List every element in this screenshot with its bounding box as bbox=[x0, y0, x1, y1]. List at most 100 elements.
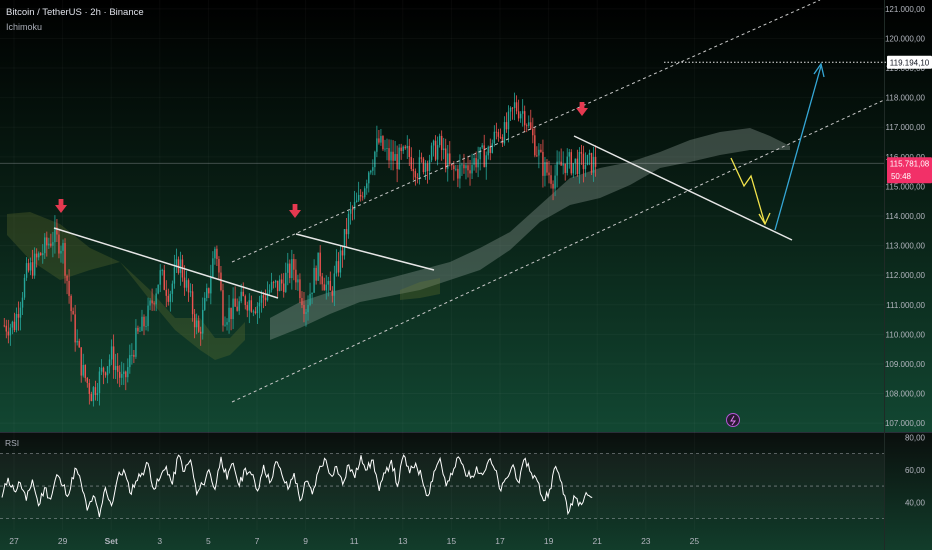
candle-body[interactable] bbox=[252, 311, 255, 313]
candle-body[interactable] bbox=[396, 154, 398, 170]
candle-body[interactable] bbox=[451, 163, 453, 166]
candle-body[interactable] bbox=[564, 163, 566, 173]
candle-body[interactable] bbox=[135, 327, 137, 357]
candle-body[interactable] bbox=[276, 280, 279, 291]
candle-body[interactable] bbox=[157, 284, 159, 294]
candle-body[interactable] bbox=[301, 298, 303, 305]
candle-body[interactable] bbox=[544, 162, 546, 176]
candle-body[interactable] bbox=[394, 154, 396, 161]
candle-body[interactable] bbox=[230, 307, 232, 320]
candle-body[interactable] bbox=[479, 147, 481, 160]
candle-body[interactable] bbox=[256, 306, 259, 314]
candle-body[interactable] bbox=[37, 253, 40, 258]
candle-body[interactable] bbox=[445, 148, 447, 169]
candle-body[interactable] bbox=[406, 145, 408, 149]
candle-body[interactable] bbox=[574, 158, 577, 164]
candle-body[interactable] bbox=[556, 161, 558, 176]
candle-body[interactable] bbox=[586, 155, 589, 166]
candle-body[interactable] bbox=[272, 282, 275, 283]
candle-body[interactable] bbox=[31, 262, 34, 276]
candle-body[interactable] bbox=[204, 298, 206, 310]
candle-body[interactable] bbox=[50, 243, 52, 246]
candle-body[interactable] bbox=[76, 340, 78, 343]
candle-body[interactable] bbox=[293, 259, 295, 270]
candle-body[interactable] bbox=[127, 367, 129, 378]
candle-body[interactable] bbox=[155, 293, 157, 305]
candle-body[interactable] bbox=[287, 263, 289, 273]
candle-body[interactable] bbox=[268, 289, 271, 293]
candle-body[interactable] bbox=[137, 327, 139, 332]
candle-body[interactable] bbox=[254, 311, 257, 314]
candle-body[interactable] bbox=[42, 253, 44, 256]
candle-body[interactable] bbox=[408, 145, 410, 158]
candle-body[interactable] bbox=[27, 263, 30, 271]
candle-body[interactable] bbox=[305, 312, 307, 314]
candle-body[interactable] bbox=[584, 165, 587, 170]
candle-body[interactable] bbox=[246, 305, 248, 311]
sell-arrow-3[interactable] bbox=[576, 102, 588, 116]
candle-body[interactable] bbox=[532, 128, 534, 136]
candle-body[interactable] bbox=[426, 163, 429, 172]
candle-body[interactable] bbox=[477, 159, 479, 168]
candle-body[interactable] bbox=[100, 367, 103, 372]
candle-body[interactable] bbox=[317, 252, 319, 281]
candle-body[interactable] bbox=[434, 140, 437, 160]
candle-body[interactable] bbox=[173, 267, 176, 284]
candle-body[interactable] bbox=[410, 157, 413, 169]
candle-body[interactable] bbox=[315, 267, 317, 281]
candle-body[interactable] bbox=[327, 280, 329, 285]
candle-body[interactable] bbox=[66, 275, 68, 281]
candle-body[interactable] bbox=[438, 135, 441, 146]
candle-body[interactable] bbox=[118, 371, 121, 378]
candle-body[interactable] bbox=[96, 393, 99, 396]
candle-body[interactable] bbox=[189, 291, 192, 293]
candle-body[interactable] bbox=[560, 161, 562, 166]
candle-body[interactable] bbox=[228, 307, 230, 323]
candle-body[interactable] bbox=[566, 156, 568, 173]
candle-body[interactable] bbox=[266, 292, 269, 301]
candle-body[interactable] bbox=[197, 320, 200, 332]
candle-body[interactable] bbox=[216, 248, 218, 259]
candle-body[interactable] bbox=[447, 153, 449, 169]
candle-body[interactable] bbox=[366, 183, 368, 189]
candle-body[interactable] bbox=[487, 146, 489, 156]
candle-body[interactable] bbox=[542, 151, 544, 176]
candle-body[interactable] bbox=[270, 282, 273, 290]
candle-body[interactable] bbox=[582, 153, 585, 170]
candle-body[interactable] bbox=[202, 309, 204, 334]
candle-body[interactable] bbox=[52, 242, 54, 246]
candle-body[interactable] bbox=[3, 325, 5, 327]
candle-body[interactable] bbox=[339, 250, 342, 273]
candle-body[interactable] bbox=[139, 330, 141, 332]
candle-body[interactable] bbox=[420, 157, 423, 159]
candle-body[interactable] bbox=[442, 148, 445, 151]
candle-body[interactable] bbox=[185, 280, 188, 288]
candle-body[interactable] bbox=[74, 314, 76, 343]
candle-body[interactable] bbox=[58, 234, 60, 254]
candle-body[interactable] bbox=[355, 200, 358, 203]
candle-body[interactable] bbox=[19, 307, 22, 318]
candle-body[interactable] bbox=[274, 280, 277, 283]
candle-body[interactable] bbox=[23, 277, 26, 298]
candle-body[interactable] bbox=[309, 293, 311, 306]
candle-body[interactable] bbox=[473, 158, 475, 165]
candle-body[interactable] bbox=[21, 297, 24, 308]
candle-body[interactable] bbox=[515, 102, 518, 112]
candle-body[interactable] bbox=[311, 292, 313, 294]
rsi-indicator-label[interactable]: RSI bbox=[5, 438, 20, 448]
candle-body[interactable] bbox=[505, 122, 508, 130]
candle-body[interactable] bbox=[380, 136, 382, 143]
candle-body[interactable] bbox=[347, 213, 350, 235]
candle-body[interactable] bbox=[335, 261, 338, 274]
candle-body[interactable] bbox=[195, 320, 198, 328]
candle-body[interactable] bbox=[9, 327, 12, 336]
candle-body[interactable] bbox=[232, 298, 234, 320]
candle-body[interactable] bbox=[54, 227, 56, 243]
candle-body[interactable] bbox=[149, 300, 151, 306]
candle-body[interactable] bbox=[526, 125, 528, 127]
candle-body[interactable] bbox=[361, 196, 364, 198]
candle-body[interactable] bbox=[163, 270, 165, 290]
candle-body[interactable] bbox=[453, 165, 455, 170]
candle-body[interactable] bbox=[179, 259, 182, 273]
